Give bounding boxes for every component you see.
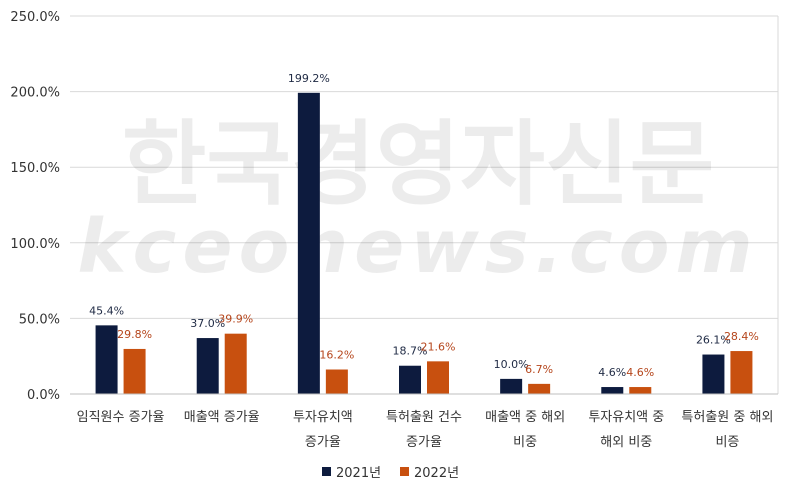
x-tick-label: 매출액 중 해외 — [485, 410, 565, 425]
x-tick-label: 투자유치액 — [293, 410, 353, 425]
data-label: 4.6% — [598, 366, 626, 379]
watermark-url: kceonews.com — [77, 204, 758, 290]
data-label: 4.6% — [626, 366, 654, 379]
x-tick-label: 투자유치액 중 — [588, 410, 664, 425]
y-tick-label: 100.0% — [10, 237, 60, 252]
bar — [224, 333, 247, 394]
y-tick-label: 150.0% — [10, 161, 60, 176]
bars — [95, 92, 753, 394]
bar — [500, 378, 523, 394]
legend-label: 2022년 — [414, 466, 459, 481]
y-tick-label: 0.0% — [27, 388, 60, 403]
watermark: 한국경영자신문 kceonews.com — [77, 111, 758, 290]
gridlines — [70, 15, 779, 394]
legend-label: 2021년 — [336, 466, 381, 481]
x-tick-label: 증가율 — [305, 435, 341, 450]
x-tick-label: 특허출원 중 해외 — [681, 410, 773, 425]
y-tick-label: 50.0% — [19, 312, 60, 327]
bar — [325, 369, 348, 394]
y-tick-label: 200.0% — [10, 86, 60, 101]
bar — [601, 387, 624, 394]
bar — [629, 387, 652, 394]
x-tick-label: 임직원수 증가율 — [77, 410, 165, 425]
bar — [730, 351, 753, 394]
data-label: 16.2% — [319, 349, 354, 362]
x-tick-label: 비중 — [513, 435, 537, 450]
legend-swatch — [400, 467, 409, 476]
data-label: 26.1% — [696, 334, 731, 347]
legend: 2021년 2022년 — [322, 466, 459, 481]
x-tick-label: 비증 — [715, 435, 739, 450]
bar — [427, 361, 449, 394]
data-label: 6.7% — [525, 363, 553, 376]
data-label: 199.2% — [288, 72, 330, 85]
bar — [528, 383, 551, 394]
data-label: 10.0% — [494, 358, 529, 371]
bar — [702, 354, 725, 394]
x-tick-label: 매출액 증가율 — [184, 410, 260, 425]
data-label: 29.8% — [117, 328, 152, 341]
x-tick-label: 해외 비중 — [600, 435, 652, 450]
bar — [297, 92, 320, 394]
data-labels: 45.4% 37.0% 199.2% 18.7% 10.0% 4.6% 26.1% 29.8%… — [89, 72, 759, 379]
x-tick-label: 특허출원 건수 — [386, 410, 462, 425]
y-tick-label: 250.0% — [10, 10, 60, 25]
data-label: 18.7% — [393, 345, 428, 358]
data-label: 39.9% — [218, 313, 253, 326]
bar — [95, 325, 118, 394]
data-label: 21.6% — [421, 340, 456, 353]
bar — [123, 348, 146, 394]
data-label: 45.4% — [89, 304, 124, 317]
axes: 0.0% 50.0% 100.0% 150.0% 200.0% 250.0% 임직원수 증가… — [10, 10, 778, 450]
legend-swatch — [322, 467, 331, 476]
bar — [196, 338, 219, 394]
data-label: 37.0% — [190, 317, 225, 330]
watermark-korean: 한국경영자신문 — [122, 111, 714, 218]
x-tick-label: 증가율 — [406, 435, 442, 450]
bar — [399, 365, 421, 394]
data-label: 28.4% — [724, 330, 759, 343]
